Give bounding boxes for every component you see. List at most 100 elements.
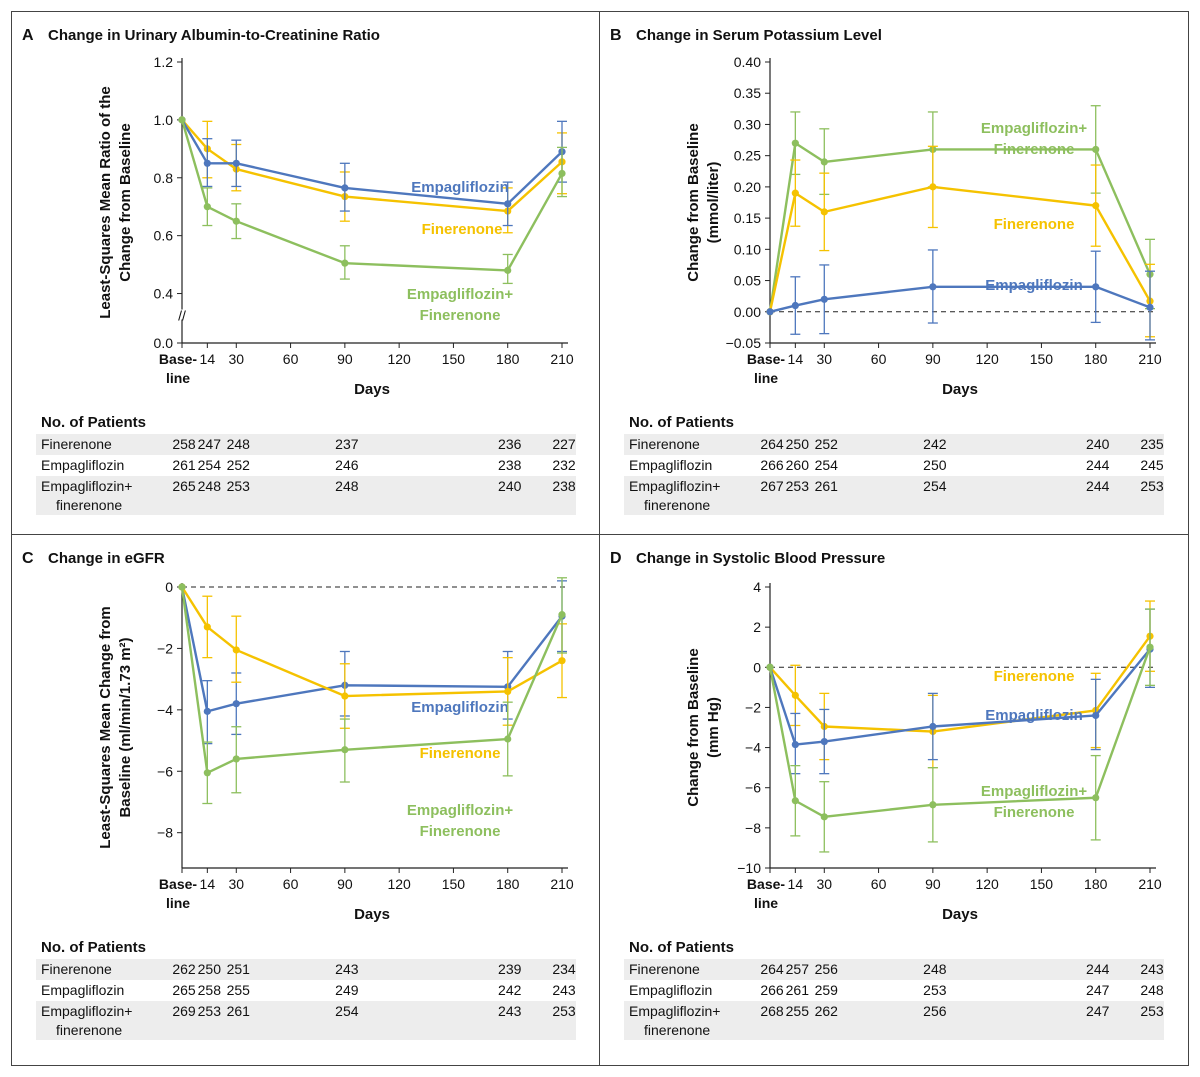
- patients-count: 264: [760, 436, 784, 452]
- data-point: [232, 159, 240, 167]
- patients-count: 247: [1086, 982, 1110, 998]
- patients-count: 252: [227, 457, 251, 473]
- patients-count: 248: [335, 478, 359, 494]
- data-point: [1092, 283, 1100, 291]
- y-tick-label: 1.0: [154, 112, 174, 128]
- data-point: [504, 266, 512, 274]
- chart-a: A Change in Urinary Albumin-to-Creatinine…: [22, 27, 576, 515]
- patients-count: 235: [1140, 436, 1164, 452]
- y-tick-label: −2: [157, 640, 173, 656]
- patients-count: 256: [815, 961, 839, 977]
- data-point: [929, 283, 937, 291]
- data-point: [1146, 643, 1154, 651]
- x-tick-label: 90: [925, 351, 941, 367]
- y-axis-label: (mmol/liter): [705, 162, 722, 244]
- data-point: [504, 200, 512, 208]
- series-line: [180, 119, 564, 272]
- patients-count: 242: [923, 436, 947, 452]
- patients-count: 266: [760, 457, 784, 473]
- x-tick-label: 120: [387, 876, 411, 892]
- y-axis-label: Change from Baseline: [117, 123, 134, 281]
- x-tick-label: Base-: [747, 876, 785, 892]
- series-line: [768, 185, 1152, 313]
- data-point: [232, 755, 240, 763]
- y-tick-label: 0.10: [734, 241, 761, 257]
- panel-b: B Change in Serum Potassium Level −0.05 0.0…: [599, 11, 1189, 536]
- data-point: [791, 691, 799, 699]
- data-point: [232, 700, 240, 708]
- y-tick-label: 0.05: [734, 273, 761, 289]
- panel-d: D Change in Systolic Blood Pressure −10 −8 −…: [599, 534, 1189, 1066]
- chart-c: C Change in eGFR −8 −6 −4 −2 0 Base-line 14 30 60 9…: [22, 550, 576, 1040]
- x-tick-label: 60: [283, 351, 299, 367]
- x-tick-label: 90: [337, 351, 353, 367]
- patients-count: 253: [1140, 1003, 1164, 1019]
- y-tick-label: 0.0: [154, 335, 174, 351]
- patients-row-shade: [36, 476, 576, 515]
- patients-count: 253: [923, 982, 947, 998]
- patients-count: 257: [786, 961, 810, 977]
- series-label: Finerenone: [994, 141, 1075, 158]
- series-empagliflozin-finerenone: [766, 608, 1155, 853]
- patients-row-label: Finerenone: [629, 436, 700, 452]
- patients-count: 266: [760, 982, 784, 998]
- data-point: [820, 813, 828, 821]
- patients-row-label: Finerenone: [41, 961, 112, 977]
- x-tick-label: 30: [816, 876, 832, 892]
- patients-count: 251: [227, 961, 251, 977]
- patients-count: 243: [498, 1003, 522, 1019]
- data-point: [766, 308, 774, 316]
- data-point: [504, 735, 512, 743]
- patients-count: 261: [172, 457, 196, 473]
- series-empagliflozin: [766, 608, 1155, 775]
- data-point: [791, 301, 799, 310]
- y-tick-label: 4: [753, 579, 761, 595]
- data-point: [232, 646, 240, 654]
- data-point: [203, 159, 211, 167]
- x-tick-label: Base-: [159, 351, 197, 367]
- series-line: [180, 586, 563, 713]
- patients-count: 258: [172, 436, 196, 452]
- chart-title: Change in Systolic Blood Pressure: [636, 550, 885, 567]
- chart-d: D Change in Systolic Blood Pressure −10 −8 −…: [610, 550, 1164, 1040]
- patients-count: 262: [815, 1003, 839, 1019]
- patients-row-shade: [36, 959, 576, 980]
- x-tick-label: 150: [442, 876, 466, 892]
- y-tick-label: 2: [753, 619, 761, 635]
- patients-count: 253: [786, 478, 810, 494]
- patients-row-label: finerenone: [644, 1022, 710, 1038]
- patients-heading: No. of Patients: [41, 939, 146, 956]
- x-tick-label: 210: [550, 876, 574, 892]
- series-empagliflozin: [766, 249, 1155, 341]
- patients-count: 243: [552, 982, 576, 998]
- data-point: [929, 722, 937, 731]
- patients-count: 236: [498, 436, 522, 452]
- y-axis-label: Least-Squares Mean Ratio of the: [97, 86, 114, 319]
- data-point: [820, 158, 828, 166]
- patients-count: 247: [1086, 1003, 1110, 1019]
- patients-row-shade: [624, 1001, 1164, 1040]
- y-tick-label: −6: [745, 780, 761, 796]
- x-axis-label: Days: [942, 906, 978, 923]
- patients-row-label: Empagliflozin: [629, 982, 712, 998]
- patients-row-label: Empagliflozin: [41, 457, 124, 473]
- patients-heading: No. of Patients: [629, 939, 734, 956]
- data-point: [1092, 202, 1100, 210]
- series-label: Finerenone: [994, 804, 1075, 821]
- x-tick-label: 30: [228, 351, 244, 367]
- data-point: [791, 189, 799, 197]
- data-point: [766, 663, 774, 671]
- patients-count: 253: [198, 1003, 222, 1019]
- x-tick-label: 60: [283, 876, 299, 892]
- data-point: [820, 295, 828, 303]
- patients-count: 254: [198, 457, 222, 473]
- x-tick-label: 210: [550, 351, 574, 367]
- series-line: [769, 285, 1151, 313]
- patients-count: 258: [198, 982, 222, 998]
- series-label: Empagliflozin: [985, 277, 1083, 294]
- patients-count: 256: [923, 1003, 947, 1019]
- patients-count: 244: [1086, 478, 1110, 494]
- patients-count: 249: [335, 982, 359, 998]
- data-point: [341, 746, 349, 754]
- patients-count: 253: [227, 478, 251, 494]
